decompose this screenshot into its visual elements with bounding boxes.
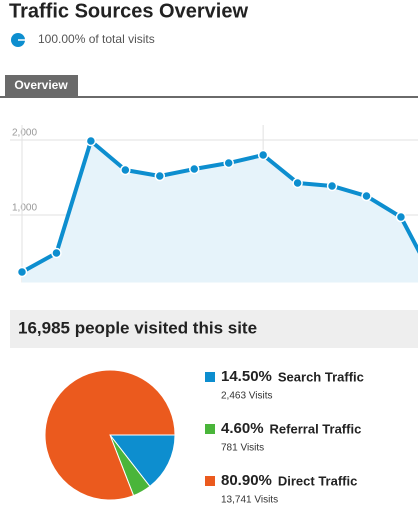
page-title: Traffic Sources Overview — [9, 0, 248, 22]
summary-box — [10, 310, 418, 348]
point — [85, 135, 97, 147]
area — [22, 140, 418, 283]
legend-percent: 80.90% — [221, 472, 272, 489]
legend-swatch — [205, 424, 215, 434]
point — [326, 180, 338, 192]
legend-swatch — [205, 476, 215, 486]
point — [292, 177, 303, 189]
point — [189, 163, 200, 175]
point — [16, 266, 28, 278]
legend-name: Direct Traffic — [278, 473, 357, 488]
legend-visits: 2,463 Visits — [221, 391, 273, 402]
pie-slice — [108, 434, 176, 488]
legend-name: Search Traffic — [278, 369, 364, 384]
y-tick-label: 2,000 — [12, 128, 37, 139]
y-tick-label: 1,000 — [12, 203, 37, 214]
summary-headline: 16,985 people visited this site — [18, 318, 257, 337]
legend-visits: 13,741 Visits — [221, 495, 278, 506]
subtitle: 100.00% of total visits — [38, 32, 155, 46]
point — [361, 190, 372, 202]
legend-swatch — [205, 372, 215, 382]
point — [120, 164, 131, 176]
legend-visits: 781 Visits — [221, 443, 264, 454]
legend-name: Referral Traffic — [270, 421, 362, 436]
tab-label[interactable]: Overview — [14, 78, 68, 92]
point — [51, 247, 62, 259]
point — [223, 157, 234, 169]
legend-percent: 4.60% — [221, 420, 264, 437]
point — [154, 170, 166, 182]
legend-percent: 14.50% — [221, 368, 272, 385]
pie-slice — [44, 369, 176, 501]
point — [257, 149, 269, 161]
point — [395, 211, 407, 223]
tab[interactable] — [5, 75, 78, 97]
